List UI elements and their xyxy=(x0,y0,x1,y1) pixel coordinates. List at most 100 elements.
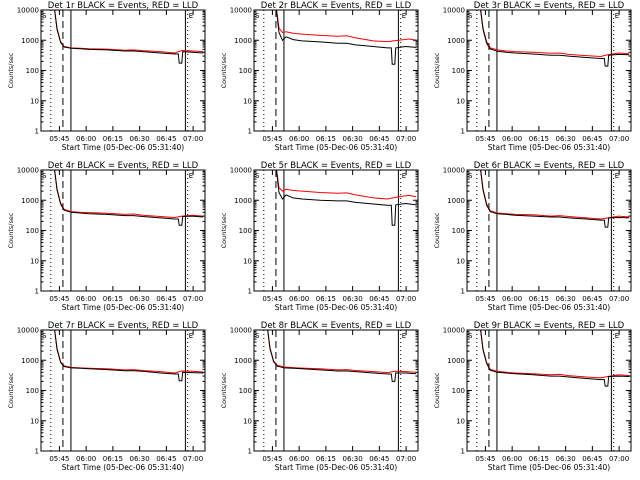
series-line-lld xyxy=(276,10,417,43)
panel-det-9: 1 10 100 1000 10000 05:45 06:00 06:15 06:30 06:45… xyxy=(433,321,632,472)
corner-label: E xyxy=(615,172,619,180)
x-tick-label: 06:15 xyxy=(103,135,123,143)
x-tick-label: 07:00 xyxy=(396,135,416,143)
y-tick-label: 1 xyxy=(461,288,465,296)
y-tick-label: 1 xyxy=(35,128,39,136)
plot-area xyxy=(50,10,204,131)
x-axis-label: Start Time (05-Dec-06 05:31:40) xyxy=(275,143,397,152)
corner-label: E xyxy=(402,172,406,180)
x-tick-label: 06:00 xyxy=(289,135,309,143)
x-tick-label: 07:00 xyxy=(396,295,416,303)
x-tick-label: 06:45 xyxy=(369,135,389,143)
y-axis-label: Counts/sec xyxy=(433,52,441,88)
x-tick-label: 07:00 xyxy=(609,455,629,463)
y-tick-label: 100 xyxy=(452,67,465,75)
x-tick-label: 06:30 xyxy=(556,295,576,303)
y-tick-label: 1 xyxy=(248,128,252,136)
x-tick-label: 07:00 xyxy=(609,295,629,303)
y-tick-label: 10 xyxy=(243,257,252,265)
y-tick-label: 10 xyxy=(30,97,39,105)
panel-title: Det 4r BLACK = Events, RED = LLD xyxy=(48,161,199,171)
x-tick-label: 06:15 xyxy=(529,295,549,303)
x-tick-label: 05:45 xyxy=(262,135,282,143)
corner-label: E xyxy=(615,332,619,340)
corner-label: E xyxy=(615,12,619,20)
corner-label: S xyxy=(255,332,260,340)
x-tick-label: 06:45 xyxy=(156,135,176,143)
plot-area xyxy=(476,330,630,451)
panel-det-3: 1 10 100 1000 10000 05:45 06:00 06:15 06:30 06:45… xyxy=(433,1,632,152)
series-line-events xyxy=(480,10,630,67)
x-tick-label: 05:45 xyxy=(262,295,282,303)
corner-label: E xyxy=(402,332,406,340)
x-axis-label: Start Time (05-Dec-06 05:31:40) xyxy=(62,463,184,472)
series-line-events xyxy=(54,10,204,64)
plot-area xyxy=(50,330,204,451)
x-tick-label: 06:30 xyxy=(343,135,363,143)
x-tick-label: 06:45 xyxy=(156,295,176,303)
plot-area xyxy=(263,10,417,131)
panel-title: Det 8r BLACK = Events, RED = LLD xyxy=(261,321,412,331)
y-tick-label: 1000 xyxy=(234,197,252,205)
panel-title: Det 6r BLACK = Events, RED = LLD xyxy=(474,161,625,171)
x-tick-label: 06:45 xyxy=(582,295,602,303)
corner-label: S xyxy=(42,12,47,20)
panel-det-5: 1 10 100 1000 10000 05:45 06:00 06:15 06:30 06:45… xyxy=(220,161,419,312)
x-tick-label: 05:45 xyxy=(475,295,495,303)
y-tick-label: 10000 xyxy=(230,7,252,15)
x-tick-label: 07:00 xyxy=(396,455,416,463)
plot-frame xyxy=(466,329,632,452)
series-line-events xyxy=(275,10,417,65)
series-line-lld xyxy=(276,170,417,200)
corner-label: E xyxy=(189,172,193,180)
y-tick-label: 1000 xyxy=(234,357,252,365)
x-tick-label: 06:45 xyxy=(369,455,389,463)
plot-frame xyxy=(253,329,419,452)
y-tick-label: 1 xyxy=(35,288,39,296)
x-axis-label: Start Time (05-Dec-06 05:31:40) xyxy=(62,143,184,152)
x-tick-label: 06:00 xyxy=(76,135,96,143)
x-tick-label: 06:15 xyxy=(103,295,123,303)
x-tick-label: 06:30 xyxy=(556,455,576,463)
x-tick-label: 05:45 xyxy=(262,455,282,463)
y-tick-label: 10000 xyxy=(443,7,465,15)
y-tick-label: 1 xyxy=(35,448,39,456)
y-tick-label: 100 xyxy=(26,387,39,395)
y-tick-label: 10000 xyxy=(443,327,465,335)
corner-label: E xyxy=(189,332,193,340)
corner-label: S xyxy=(468,12,473,20)
y-tick-label: 10 xyxy=(243,97,252,105)
y-axis-label: Counts/sec xyxy=(433,372,441,408)
x-tick-label: 05:45 xyxy=(49,135,69,143)
y-axis-label: Counts/sec xyxy=(433,212,441,248)
y-tick-label: 10 xyxy=(456,417,465,425)
y-axis-label: Counts/sec xyxy=(220,372,228,408)
y-tick-label: 1 xyxy=(461,128,465,136)
y-axis-label: Counts/sec xyxy=(7,52,15,88)
panel-title: Det 3r BLACK = Events, RED = LLD xyxy=(474,1,625,11)
y-tick-label: 1 xyxy=(461,448,465,456)
corner-label: S xyxy=(468,332,473,340)
x-tick-label: 06:30 xyxy=(556,135,576,143)
x-axis-label: Start Time (05-Dec-06 05:31:40) xyxy=(488,143,610,152)
y-tick-label: 10 xyxy=(456,257,465,265)
x-tick-label: 06:15 xyxy=(529,455,549,463)
y-tick-label: 1000 xyxy=(447,357,465,365)
x-tick-label: 06:00 xyxy=(502,295,522,303)
x-tick-label: 07:00 xyxy=(183,135,203,143)
y-tick-label: 1000 xyxy=(21,37,39,45)
y-tick-label: 10000 xyxy=(443,167,465,175)
panel-title: Det 9r BLACK = Events, RED = LLD xyxy=(474,321,625,331)
panel-title: Det 2r BLACK = Events, RED = LLD xyxy=(261,1,412,11)
y-tick-label: 1000 xyxy=(234,37,252,45)
y-tick-label: 1000 xyxy=(21,357,39,365)
corner-label: S xyxy=(255,12,260,20)
corner-label: S xyxy=(255,172,260,180)
x-tick-label: 07:00 xyxy=(183,295,203,303)
series-line-events xyxy=(480,170,630,228)
x-tick-label: 06:15 xyxy=(316,135,336,143)
y-tick-label: 100 xyxy=(239,227,252,235)
x-axis-label: Start Time (05-Dec-06 05:31:40) xyxy=(488,463,610,472)
series-line-events xyxy=(267,330,417,382)
x-tick-label: 07:00 xyxy=(609,135,629,143)
